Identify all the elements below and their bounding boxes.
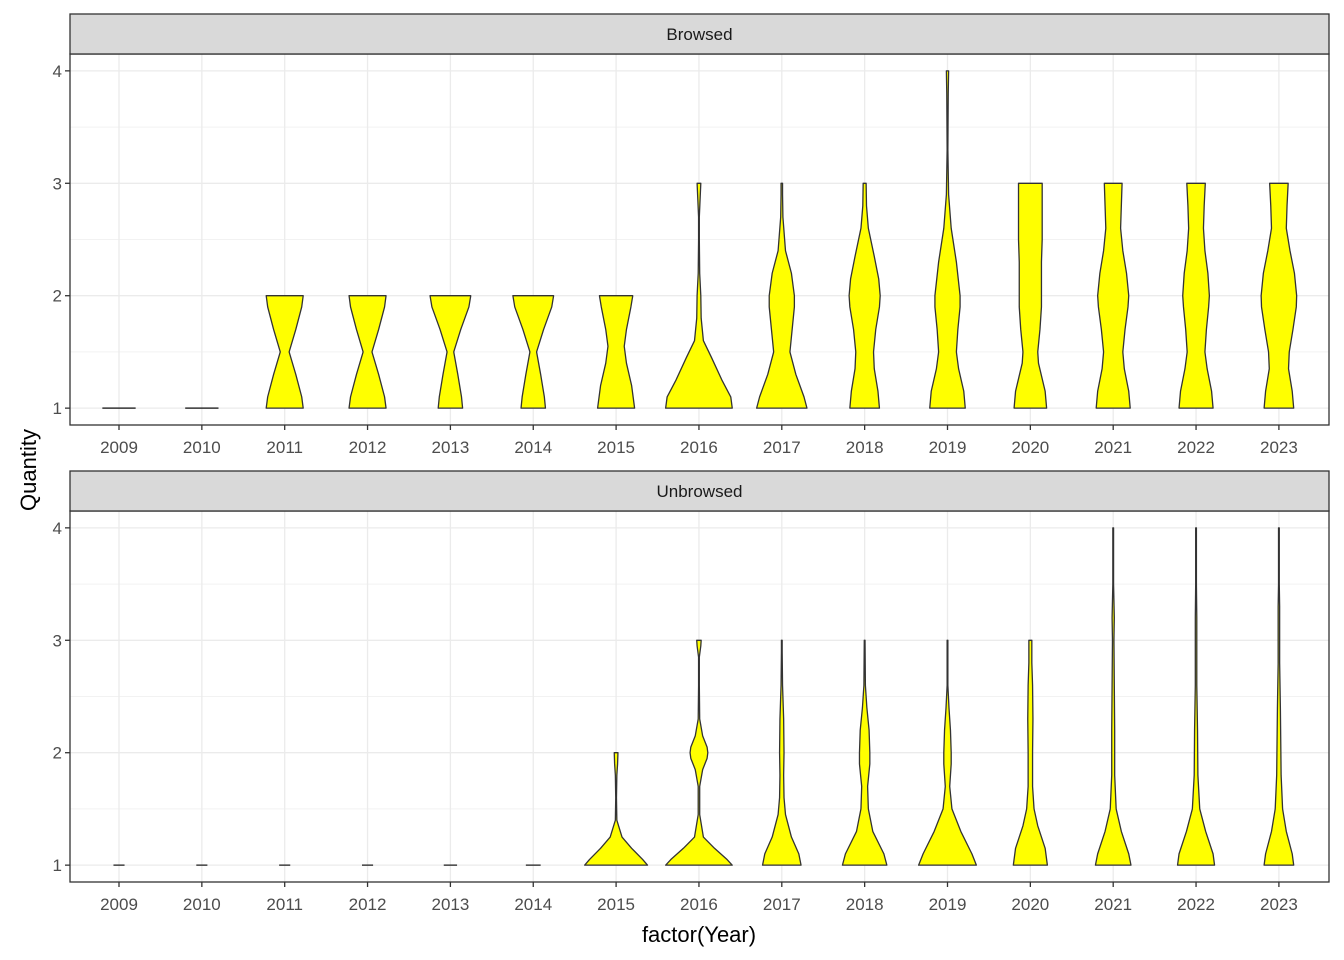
x-tick-label: 2016 <box>680 438 718 457</box>
violin-2018 <box>841 639 888 866</box>
y-tick-label: 2 <box>53 287 62 306</box>
x-tick-label: 2014 <box>514 438 552 457</box>
y-tick-label: 3 <box>53 631 62 650</box>
x-tick-label: 2021 <box>1094 438 1132 457</box>
x-tick-label: 2011 <box>266 438 303 457</box>
facet-strip-label: Unbrowsed <box>657 482 743 501</box>
x-tick-label: 2010 <box>183 895 221 914</box>
violin-2011 <box>265 295 304 409</box>
violin-2018 <box>848 182 881 409</box>
x-tick-label: 2020 <box>1011 438 1049 457</box>
violin-2023 <box>1260 182 1298 409</box>
violin-2015 <box>596 295 636 409</box>
violin-2019 <box>929 70 966 409</box>
violin-2022 <box>1178 182 1214 409</box>
violin-2021 <box>1094 527 1132 866</box>
y-tick-label: 1 <box>53 399 62 418</box>
x-tick-label: 2019 <box>929 438 967 457</box>
violin-2019 <box>917 639 978 866</box>
x-tick-label: 2017 <box>763 895 801 914</box>
x-tick-label: 2015 <box>597 895 635 914</box>
x-tick-label: 2019 <box>929 895 967 914</box>
violin-2017 <box>761 639 802 866</box>
violin-2022 <box>1176 527 1216 866</box>
x-axis-title: factor(Year) <box>642 922 756 947</box>
x-tick-label: 2023 <box>1260 438 1298 457</box>
x-tick-label: 2012 <box>349 438 387 457</box>
panel-unbrowsed: Unbrowsed 1 2 3 4 2009 2010 2011 2012 2013 2014 201… <box>53 470 1330 914</box>
violin-2021 <box>1095 182 1131 409</box>
x-tick-label: 2011 <box>266 895 303 914</box>
violin-2012 <box>348 295 387 409</box>
x-tick-label: 2018 <box>846 895 884 914</box>
violin-2020 <box>1013 182 1048 409</box>
x-tick-label: 2017 <box>763 438 801 457</box>
violin-2016 <box>665 639 733 866</box>
facet-strip-label: Browsed <box>666 25 732 44</box>
facet-strip <box>69 470 1330 512</box>
y-axis-title: Quantity <box>16 429 41 511</box>
x-tick-label: 2009 <box>100 438 138 457</box>
y-tick-label: 3 <box>53 174 62 193</box>
violin-2015 <box>584 752 649 866</box>
x-tick-label: 2020 <box>1011 895 1049 914</box>
x-tick-label: 2021 <box>1094 895 1132 914</box>
violin-2020 <box>1012 639 1049 866</box>
violin-2013 <box>429 295 472 409</box>
x-tick-label: 2016 <box>680 895 718 914</box>
x-tick-label: 2010 <box>183 438 221 457</box>
x-tick-label: 2022 <box>1177 438 1215 457</box>
x-tick-label: 2023 <box>1260 895 1298 914</box>
y-tick-label: 4 <box>53 519 62 538</box>
x-tick-label: 2022 <box>1177 895 1215 914</box>
x-tick-label: 2018 <box>846 438 884 457</box>
y-tick-label: 2 <box>53 744 62 763</box>
violin-2014 <box>512 295 555 409</box>
x-tick-label: 2015 <box>597 438 635 457</box>
x-tick-label: 2012 <box>349 895 387 914</box>
violin-2017 <box>755 182 808 409</box>
x-tick-label: 2014 <box>514 895 552 914</box>
x-tick-label: 2009 <box>100 895 138 914</box>
facet-strip <box>69 13 1330 55</box>
x-tick-label: 2013 <box>431 438 469 457</box>
y-tick-label: 1 <box>53 856 62 875</box>
panel-browsed: Browsed 1 2 3 4 2009 2010 2011 2012 2013 2014 2015 2… <box>53 13 1330 457</box>
violin-2016 <box>665 182 733 409</box>
x-tick-label: 2013 <box>431 895 469 914</box>
violin-2023 <box>1263 527 1295 866</box>
y-tick-label: 4 <box>53 62 62 81</box>
